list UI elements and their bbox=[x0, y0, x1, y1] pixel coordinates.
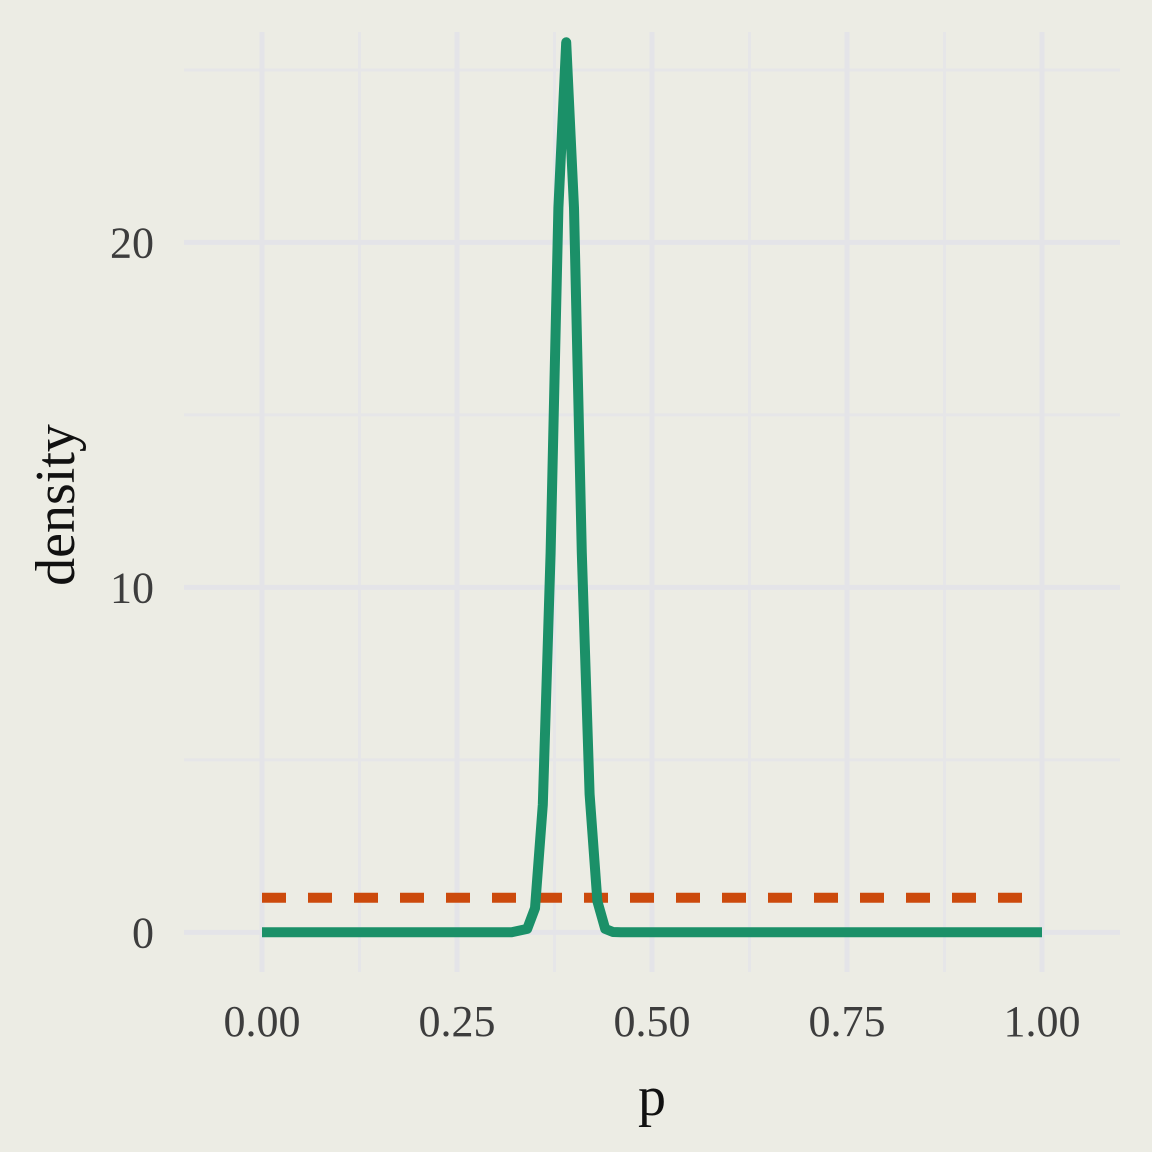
density-curve-line bbox=[262, 37, 1042, 938]
y-axis-title: density bbox=[25, 424, 87, 586]
series-layer bbox=[262, 37, 1042, 938]
x-tick-label: 0.00 bbox=[224, 997, 301, 1046]
y-tick-label: 10 bbox=[110, 563, 154, 612]
x-tick-label: 0.50 bbox=[614, 997, 691, 1046]
x-tick-label: 0.75 bbox=[809, 997, 886, 1046]
y-tick-label: 20 bbox=[110, 218, 154, 267]
x-tick-label: 1.00 bbox=[1004, 997, 1081, 1046]
tick-labels: 0.00 0.25 0.50 0.75 1.00 0 10 20 bbox=[110, 218, 1081, 1046]
y-tick-label: 0 bbox=[132, 908, 154, 957]
x-tick-label: 0.25 bbox=[419, 997, 496, 1046]
x-axis-title: p bbox=[638, 1066, 666, 1128]
grid bbox=[184, 32, 1120, 972]
